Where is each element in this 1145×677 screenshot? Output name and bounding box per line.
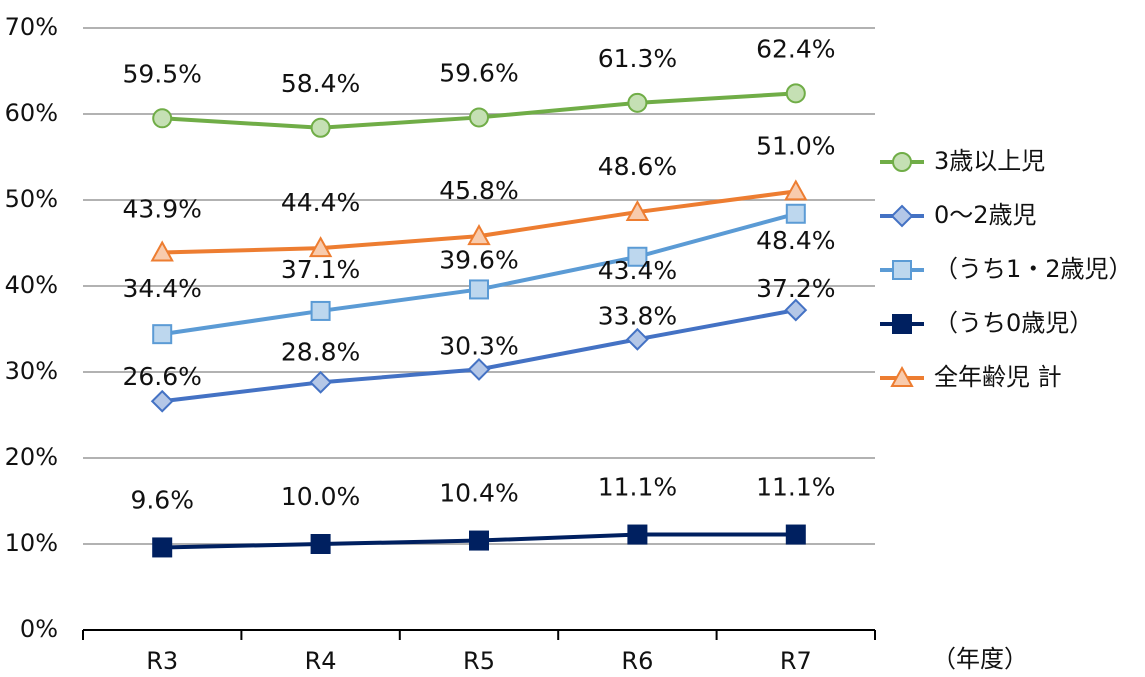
x-tick-label: R3 bbox=[146, 647, 178, 675]
legend-label: 3歳以上児 bbox=[934, 147, 1045, 175]
y-tick-label: 40% bbox=[5, 271, 58, 299]
data-point bbox=[469, 107, 489, 128]
data-point bbox=[150, 240, 174, 262]
y-tick-label: 30% bbox=[5, 357, 58, 385]
data-point bbox=[625, 199, 650, 222]
data-point bbox=[309, 370, 333, 394]
data-label: 33.8% bbox=[598, 301, 677, 330]
data-point bbox=[785, 524, 806, 545]
data-point bbox=[784, 179, 808, 201]
data-point bbox=[152, 108, 173, 129]
data-label: 62.4% bbox=[756, 34, 835, 63]
x-tick-label: R4 bbox=[305, 647, 337, 675]
data-label: 9.6% bbox=[130, 485, 194, 514]
y-tick-label: 70% bbox=[5, 13, 58, 41]
data-point bbox=[627, 246, 648, 267]
data-label: 43.9% bbox=[122, 194, 201, 223]
data-point bbox=[152, 324, 173, 345]
legend-marker bbox=[892, 152, 912, 172]
y-tick-label: 60% bbox=[5, 99, 58, 127]
data-point bbox=[785, 83, 806, 104]
data-label: 10.4% bbox=[439, 479, 518, 508]
legend-marker bbox=[892, 314, 912, 334]
data-label: 48.4% bbox=[756, 226, 835, 255]
data-point bbox=[308, 236, 333, 258]
data-point bbox=[469, 279, 489, 300]
data-label: 11.1% bbox=[598, 473, 677, 502]
legend-marker bbox=[892, 260, 912, 280]
x-tick-label: R7 bbox=[780, 647, 812, 675]
x-axis-label: （年度） bbox=[932, 645, 1028, 673]
data-point bbox=[467, 224, 491, 246]
data-label: 39.6% bbox=[439, 245, 518, 274]
data-point bbox=[310, 117, 331, 138]
data-label: 59.6% bbox=[439, 58, 518, 87]
data-point bbox=[785, 203, 806, 224]
legend-label: 全年齢児 計 bbox=[934, 363, 1062, 391]
data-label: 44.4% bbox=[281, 188, 360, 217]
data-point bbox=[625, 327, 649, 351]
data-label: 59.5% bbox=[122, 59, 201, 88]
data-label: 37.1% bbox=[281, 255, 360, 284]
data-point bbox=[152, 537, 173, 558]
data-label: 28.8% bbox=[281, 337, 360, 366]
data-label: 30.3% bbox=[439, 331, 518, 360]
data-point bbox=[627, 524, 648, 545]
data-label: 37.2% bbox=[756, 274, 835, 303]
y-tick-label: 20% bbox=[5, 443, 58, 471]
data-label: 45.8% bbox=[439, 176, 518, 205]
data-label: 58.4% bbox=[281, 69, 360, 98]
y-tick-label: 50% bbox=[5, 185, 58, 213]
data-label: 11.1% bbox=[756, 473, 835, 502]
x-tick-label: R6 bbox=[621, 647, 653, 675]
data-point bbox=[627, 92, 648, 113]
data-point bbox=[467, 358, 491, 381]
x-tick-label: R5 bbox=[463, 647, 495, 675]
data-label: 61.3% bbox=[598, 44, 677, 73]
data-point bbox=[310, 534, 331, 554]
legend-label: （うち0歳児） bbox=[934, 309, 1093, 337]
data-label: 51.0% bbox=[756, 131, 835, 160]
legend-marker bbox=[890, 204, 914, 228]
data-label: 43.4% bbox=[598, 256, 677, 285]
data-label: 48.6% bbox=[598, 152, 677, 181]
data-label: 26.6% bbox=[122, 362, 201, 391]
y-tick-label: 10% bbox=[5, 529, 58, 557]
legend-marker bbox=[890, 365, 914, 387]
y-tick-label: 0% bbox=[20, 615, 58, 643]
legend-label: （うち1・2歳児） bbox=[934, 255, 1133, 283]
data-label: 34.4% bbox=[122, 274, 201, 303]
data-label: 10.0% bbox=[281, 482, 360, 511]
legend-label: 0～2歳児 bbox=[934, 201, 1037, 229]
data-point bbox=[150, 389, 174, 413]
data-point bbox=[784, 298, 808, 322]
data-point bbox=[469, 530, 489, 551]
data-point bbox=[310, 300, 331, 321]
